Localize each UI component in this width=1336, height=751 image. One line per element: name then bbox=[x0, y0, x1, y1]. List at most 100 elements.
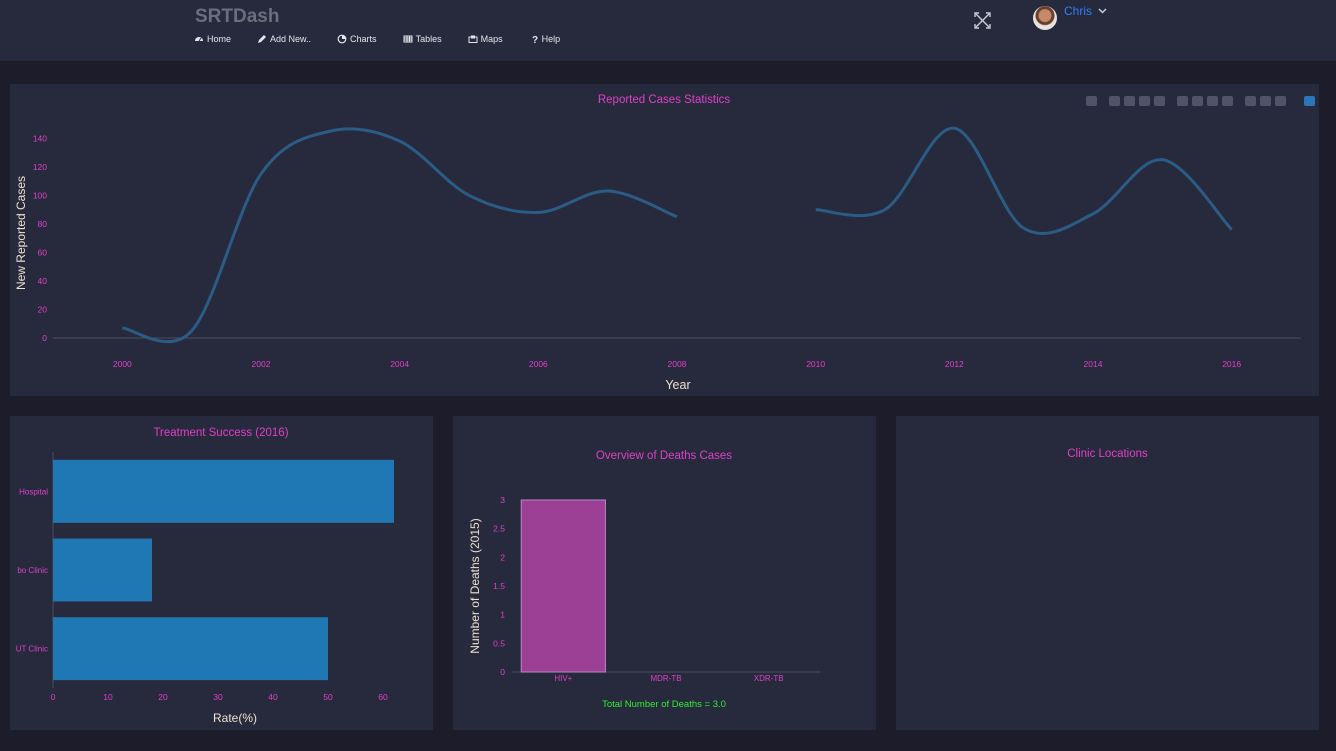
bar[interactable] bbox=[520, 499, 606, 673]
bar[interactable] bbox=[53, 459, 394, 523]
table-icon bbox=[403, 35, 413, 43]
user-name: Chris bbox=[1064, 4, 1093, 18]
x-tick-label: 10 bbox=[103, 692, 113, 702]
main-nav: Home Add New.. Charts Tables Maps ? Help bbox=[194, 34, 586, 44]
deaths-total: Total Number of Deaths = 3.0 bbox=[602, 699, 726, 710]
chart-title: Overview of Deaths Cases bbox=[596, 450, 732, 462]
nav-label: Charts bbox=[350, 34, 377, 44]
x-tick-label: 2014 bbox=[1084, 359, 1103, 369]
x-tick-label: 20 bbox=[158, 692, 168, 702]
y-tick-label: Hospital bbox=[19, 487, 48, 496]
y-tick-label: 120 bbox=[33, 162, 47, 172]
bar[interactable] bbox=[53, 538, 152, 602]
deaths-overview-card: Overview of Deaths Cases Number of Death… bbox=[453, 416, 876, 730]
series-line[interactable] bbox=[815, 126, 1233, 236]
y-tick-label: 60 bbox=[38, 247, 48, 257]
zoom-icon[interactable] bbox=[1109, 96, 1120, 106]
nav-add-new[interactable]: Add New.. bbox=[257, 34, 311, 44]
treatment-success-card: Treatment Success (2016) Rate(%) Hospita… bbox=[10, 416, 433, 730]
avatar[interactable] bbox=[1033, 6, 1057, 30]
x-tick-label: 50 bbox=[323, 692, 333, 702]
question-icon: ? bbox=[532, 35, 538, 44]
x-tick-label: 2006 bbox=[529, 359, 548, 369]
y-tick-label: 0 bbox=[42, 333, 47, 343]
y-tick-label: 20 bbox=[38, 304, 48, 314]
pie-chart-icon bbox=[337, 34, 347, 44]
nav-maps[interactable]: Maps bbox=[468, 34, 503, 44]
chart-title: Reported Cases Statistics bbox=[598, 94, 731, 106]
x-tick-label: 2002 bbox=[252, 359, 271, 369]
y-axis-label: New Reported Cases bbox=[14, 176, 28, 290]
x-tick-label: 60 bbox=[378, 692, 388, 702]
brand-logo[interactable]: SRTDash bbox=[195, 6, 280, 27]
x-tick-label: XDR-TB bbox=[754, 674, 784, 683]
series-line[interactable] bbox=[122, 127, 678, 344]
x-tick-label: 2000 bbox=[113, 359, 132, 369]
chevron-down-icon bbox=[1098, 8, 1107, 14]
y-tick-label: 0.5 bbox=[493, 638, 505, 648]
dashboard-icon bbox=[195, 37, 203, 42]
camera-icon[interactable] bbox=[1086, 96, 1097, 106]
pan-icon[interactable] bbox=[1124, 96, 1135, 106]
nav-charts[interactable]: Charts bbox=[337, 34, 377, 44]
x-tick-label: 2004 bbox=[390, 359, 409, 369]
y-tick-label: 2.5 bbox=[493, 524, 505, 534]
x-tick-label: HIV+ bbox=[554, 674, 572, 683]
hover-compare-icon[interactable] bbox=[1275, 96, 1286, 106]
top-bar: SRTDash Home Add New.. Charts Tables Map… bbox=[0, 0, 1336, 62]
pencil-icon bbox=[258, 35, 267, 43]
x-tick-label: 2008 bbox=[668, 359, 687, 369]
chart-modebar bbox=[1086, 96, 1319, 106]
reported-cases-chart: Reported Cases Statistics New Reported C… bbox=[14, 94, 1301, 392]
treatment-success-chart: Treatment Success (2016) Rate(%) Hospita… bbox=[16, 427, 394, 725]
x-tick-label: MDR-TB bbox=[650, 674, 681, 683]
y-tick-label: 1.5 bbox=[493, 581, 505, 591]
deaths-overview-chart: Overview of Deaths Cases Number of Death… bbox=[468, 450, 820, 710]
spike-icon[interactable] bbox=[1245, 96, 1256, 106]
reported-cases-card: Reported Cases Statistics New Reported C… bbox=[10, 84, 1319, 396]
chart-title: Treatment Success (2016) bbox=[153, 427, 288, 439]
bar[interactable] bbox=[53, 617, 328, 681]
user-menu[interactable]: Chris bbox=[1064, 4, 1107, 18]
box-select-icon[interactable] bbox=[1139, 96, 1150, 106]
y-tick-label: 40 bbox=[38, 276, 48, 286]
nav-label: Home bbox=[207, 34, 232, 44]
map-icon bbox=[468, 35, 478, 43]
x-axis-label: Year bbox=[665, 378, 690, 392]
zoom-out-icon[interactable] bbox=[1192, 96, 1203, 106]
nav-help[interactable]: ? Help bbox=[529, 34, 561, 44]
y-tick-label: 3 bbox=[500, 495, 505, 505]
y-tick-label: 1 bbox=[500, 610, 505, 620]
y-tick-label: UT Clinic bbox=[16, 645, 48, 654]
clinic-locations-card: Clinic Locations bbox=[896, 416, 1319, 730]
nav-label: Maps bbox=[480, 34, 503, 44]
x-tick-label: 2012 bbox=[945, 359, 964, 369]
nav-home[interactable]: Home bbox=[194, 34, 231, 44]
nav-tables[interactable]: Tables bbox=[403, 34, 442, 44]
plotly-logo-icon[interactable] bbox=[1304, 96, 1315, 106]
zoom-in-icon[interactable] bbox=[1177, 96, 1188, 106]
nav-label: Add New.. bbox=[270, 34, 312, 44]
nav-label: Tables bbox=[415, 34, 442, 44]
nav-label: Help bbox=[541, 34, 561, 44]
home-icon[interactable] bbox=[1222, 96, 1233, 106]
x-tick-label: 0 bbox=[51, 692, 56, 702]
y-tick-label: 100 bbox=[33, 190, 47, 200]
x-axis-label: Rate(%) bbox=[213, 711, 257, 725]
y-tick-label: 80 bbox=[38, 219, 48, 229]
y-tick-label: 0 bbox=[500, 667, 505, 677]
fullscreen-icon[interactable] bbox=[974, 12, 991, 29]
y-tick-label: 140 bbox=[33, 133, 47, 143]
y-tick-label: 2 bbox=[500, 552, 505, 562]
x-tick-label: 2010 bbox=[806, 359, 825, 369]
x-tick-label: 2016 bbox=[1222, 359, 1241, 369]
card-title: Clinic Locations bbox=[1067, 448, 1148, 460]
hover-closest-icon[interactable] bbox=[1260, 96, 1271, 106]
autoscale-icon[interactable] bbox=[1207, 96, 1218, 106]
x-tick-label: 40 bbox=[268, 692, 278, 702]
y-axis-label: Number of Deaths (2015) bbox=[468, 518, 482, 653]
svg-text:?: ? bbox=[532, 35, 538, 44]
x-tick-label: 30 bbox=[213, 692, 223, 702]
lasso-icon[interactable] bbox=[1154, 96, 1165, 106]
y-tick-label: bo Clinic bbox=[17, 566, 48, 575]
